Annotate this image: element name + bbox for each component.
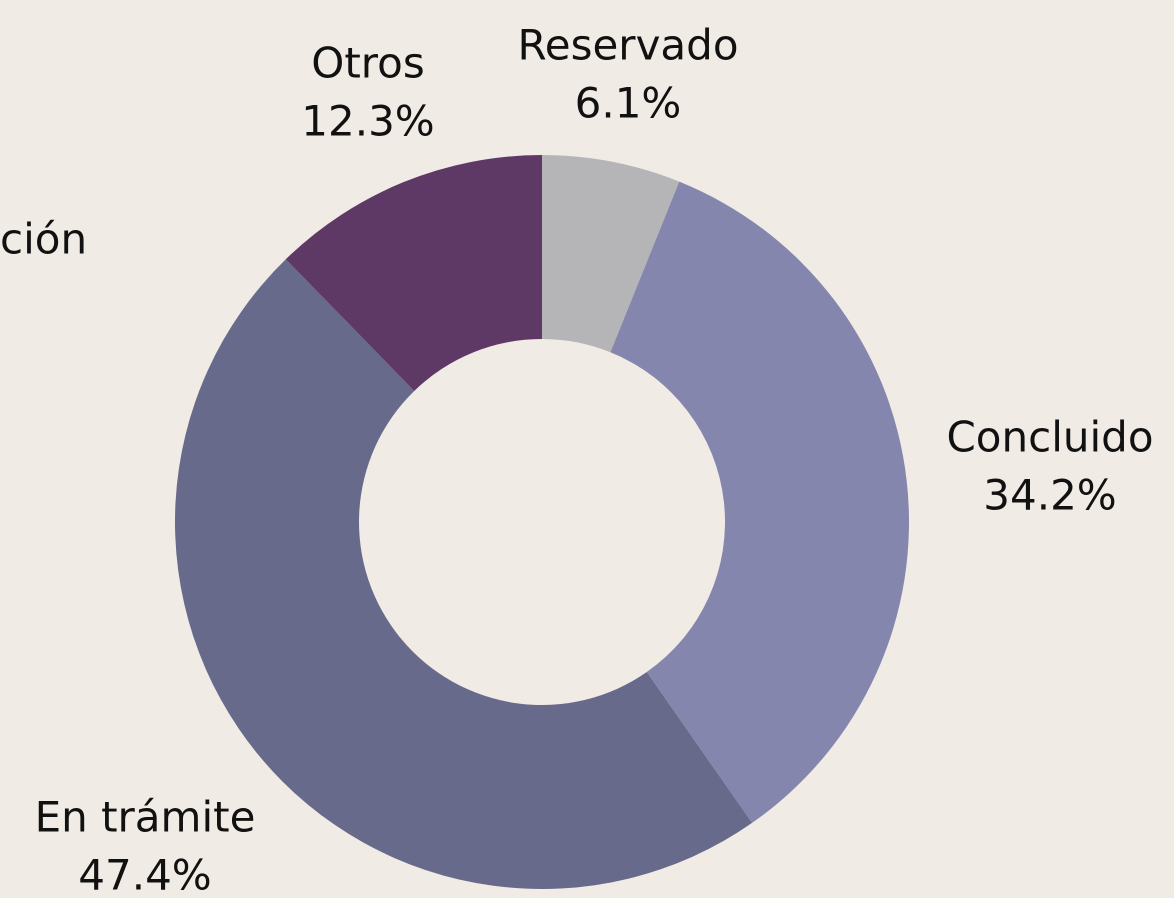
donut-slice	[610, 181, 909, 823]
donut-slice	[285, 155, 542, 391]
slice-value-label: 6.1%	[575, 79, 682, 128]
slice-value-label: 47.4%	[78, 851, 211, 898]
cut-off-label: ción	[0, 215, 87, 264]
slice-label: Reservado	[517, 21, 738, 70]
slice-label: En trámite	[35, 793, 256, 842]
slice-value-label: 12.3%	[301, 97, 434, 146]
slice-label: Otros	[311, 39, 424, 88]
donut-slice	[174, 259, 753, 890]
slice-value-label: 34.2%	[983, 471, 1116, 520]
slice-label: Concluido	[946, 413, 1153, 462]
donut-slice	[542, 155, 680, 353]
